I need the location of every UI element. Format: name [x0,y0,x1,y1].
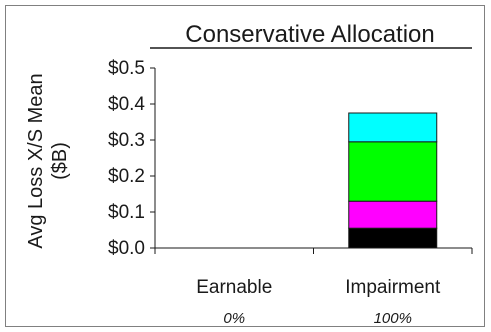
plot-area: $0.0 $0.1 $0.2 $0.3 $0.4 $0.5 Earnable 0% Impair… [108,58,473,327]
chart-title: Conservative Allocation [185,21,434,48]
y-tick-label: $0.1 [108,202,145,223]
bar-segment [348,141,438,202]
y-axis-label-line2: ($B) [49,142,71,180]
x-category-sublabel: 0% [223,310,245,327]
x-tick-label: Impairment [345,277,441,298]
y-tick-label: $0.3 [108,130,145,151]
x-tick-label: Earnable [196,277,272,298]
y-axis-label-line1: Avg Loss X/S Mean [25,73,47,248]
y-tick-label: $0.5 [108,58,145,79]
y-tick-label: $0.4 [108,94,145,115]
bar-segment [348,112,438,143]
y-tick-label: $0.2 [108,166,145,187]
y-tick-label: $0.0 [108,238,145,259]
x-category-sublabel: 100% [374,310,412,327]
bar-segment [348,200,438,229]
bar-segment [348,227,438,249]
